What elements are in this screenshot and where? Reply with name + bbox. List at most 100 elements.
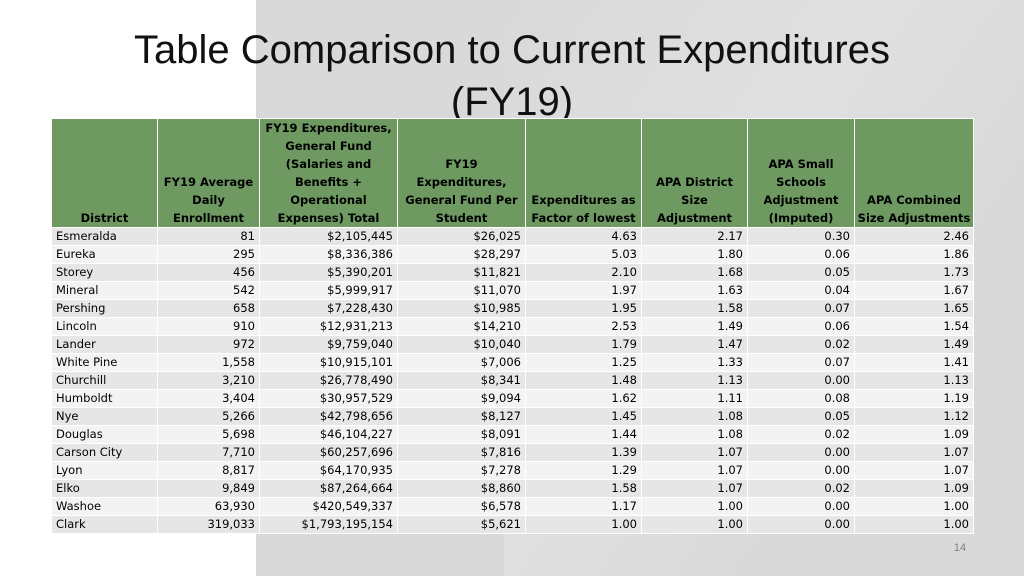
expenditures-total-cell: $9,759,040 [259,335,398,354]
per-student-cell: $11,821 [397,263,526,282]
combined-size-adjustments-cell: 1.00 [854,515,974,534]
district-size-adjustment-cell: 1.07 [641,479,748,498]
district-cell: Washoe [51,497,158,516]
table-row: Carson City 7,710 $60,257,696 $7,816 1.39 1.0… [51,443,974,462]
enrollment-cell: 8,817 [157,461,260,480]
header-factor-of-lowest: Expenditures as Factor of lowest [525,118,642,228]
factor-of-lowest-cell: 1.25 [525,353,642,372]
table-body: Esmeralda 81 $2,105,445 $26,025 4.63 2.17 0.30… [51,227,974,534]
header-district: District [51,118,158,228]
small-schools-adjustment-cell: 0.02 [747,425,855,444]
district-cell: Clark [51,515,158,534]
header-district-size-adjustment: APA District Size Adjustment [641,118,748,228]
factor-of-lowest-cell: 1.45 [525,407,642,426]
combined-size-adjustments-cell: 1.86 [854,245,974,264]
table-row: Storey 456 $5,390,201 $11,821 2.10 1.68 0.05 1.… [51,263,974,282]
small-schools-adjustment-cell: 0.00 [747,443,855,462]
small-schools-adjustment-cell: 0.05 [747,407,855,426]
table-row: Washoe 63,930 $420,549,337 $6,578 1.17 1.00 0.… [51,497,974,516]
factor-of-lowest-cell: 1.97 [525,281,642,300]
header-small-schools-adjustment: APA Small Schools Adjustment (Imputed) [747,118,855,228]
per-student-cell: $10,040 [397,335,526,354]
table-row: White Pine 1,558 $10,915,101 $7,006 1.25 1.33… [51,353,974,372]
factor-of-lowest-cell: 1.29 [525,461,642,480]
enrollment-cell: 972 [157,335,260,354]
table-row: Churchill 3,210 $26,778,490 $8,341 1.48 1.13 0… [51,371,974,390]
factor-of-lowest-cell: 1.58 [525,479,642,498]
expenditures-total-cell: $10,915,101 [259,353,398,372]
factor-of-lowest-cell: 2.10 [525,263,642,282]
small-schools-adjustment-cell: 0.08 [747,389,855,408]
district-cell: Lincoln [51,317,158,336]
per-student-cell: $26,025 [397,227,526,246]
small-schools-adjustment-cell: 0.00 [747,461,855,480]
factor-of-lowest-cell: 1.95 [525,299,642,318]
district-cell: White Pine [51,353,158,372]
small-schools-adjustment-cell: 0.05 [747,263,855,282]
per-student-cell: $8,341 [397,371,526,390]
header-enrollment: FY19 Average Daily Enrollment [157,118,260,228]
district-cell: Lander [51,335,158,354]
district-cell: Eureka [51,245,158,264]
enrollment-cell: 3,210 [157,371,260,390]
slide-title: Table Comparison to Current Expenditures… [60,24,964,128]
table-row: Nye 5,266 $42,798,656 $8,127 1.45 1.08 0.05 1.1… [51,407,974,426]
district-size-adjustment-cell: 1.63 [641,281,748,300]
district-cell: Carson City [51,443,158,462]
factor-of-lowest-cell: 1.79 [525,335,642,354]
table-row: Pershing 658 $7,228,430 $10,985 1.95 1.58 0.07… [51,299,974,318]
combined-size-adjustments-cell: 1.49 [854,335,974,354]
comparison-table: District FY19 Average Daily Enrollment F… [51,118,974,534]
enrollment-cell: 7,710 [157,443,260,462]
combined-size-adjustments-cell: 1.09 [854,425,974,444]
per-student-cell: $8,091 [397,425,526,444]
table-row: Humboldt 3,404 $30,957,529 $9,094 1.62 1.11 0.… [51,389,974,408]
enrollment-cell: 658 [157,299,260,318]
district-cell: Nye [51,407,158,426]
district-size-adjustment-cell: 1.49 [641,317,748,336]
expenditures-total-cell: $42,798,656 [259,407,398,426]
header-combined-size-adjustments: APA Combined Size Adjustments [854,118,974,228]
combined-size-adjustments-cell: 1.41 [854,353,974,372]
combined-size-adjustments-cell: 1.00 [854,497,974,516]
comparison-table-container: District FY19 Average Daily Enrollment F… [51,118,974,534]
district-cell: Humboldt [51,389,158,408]
district-size-adjustment-cell: 1.07 [641,443,748,462]
expenditures-total-cell: $30,957,529 [259,389,398,408]
table-row: Esmeralda 81 $2,105,445 $26,025 4.63 2.17 0.30… [51,227,974,246]
district-cell: Storey [51,263,158,282]
factor-of-lowest-cell: 1.44 [525,425,642,444]
expenditures-total-cell: $46,104,227 [259,425,398,444]
per-student-cell: $7,006 [397,353,526,372]
expenditures-total-cell: $8,336,386 [259,245,398,264]
factor-of-lowest-cell: 1.17 [525,497,642,516]
factor-of-lowest-cell: 1.48 [525,371,642,390]
table-row: Lyon 8,817 $64,170,935 $7,278 1.29 1.07 0.00 1.… [51,461,974,480]
district-size-adjustment-cell: 1.47 [641,335,748,354]
district-size-adjustment-cell: 1.08 [641,407,748,426]
district-size-adjustment-cell: 1.08 [641,425,748,444]
small-schools-adjustment-cell: 0.07 [747,353,855,372]
combined-size-adjustments-cell: 1.19 [854,389,974,408]
per-student-cell: $28,297 [397,245,526,264]
table-row: Clark 319,033 $1,793,195,154 $5,621 1.00 1.00… [51,515,974,534]
district-size-adjustment-cell: 1.33 [641,353,748,372]
combined-size-adjustments-cell: 1.73 [854,263,974,282]
combined-size-adjustments-cell: 1.07 [854,443,974,462]
small-schools-adjustment-cell: 0.02 [747,335,855,354]
expenditures-total-cell: $7,228,430 [259,299,398,318]
per-student-cell: $7,278 [397,461,526,480]
enrollment-cell: 295 [157,245,260,264]
enrollment-cell: 542 [157,281,260,300]
expenditures-total-cell: $12,931,213 [259,317,398,336]
per-student-cell: $14,210 [397,317,526,336]
enrollment-cell: 3,404 [157,389,260,408]
per-student-cell: $8,127 [397,407,526,426]
enrollment-cell: 1,558 [157,353,260,372]
district-cell: Churchill [51,371,158,390]
district-cell: Pershing [51,299,158,318]
table-row: Elko 9,849 $87,264,664 $8,860 1.58 1.07 0.02 1.… [51,479,974,498]
district-size-adjustment-cell: 1.80 [641,245,748,264]
per-student-cell: $9,094 [397,389,526,408]
combined-size-adjustments-cell: 1.13 [854,371,974,390]
